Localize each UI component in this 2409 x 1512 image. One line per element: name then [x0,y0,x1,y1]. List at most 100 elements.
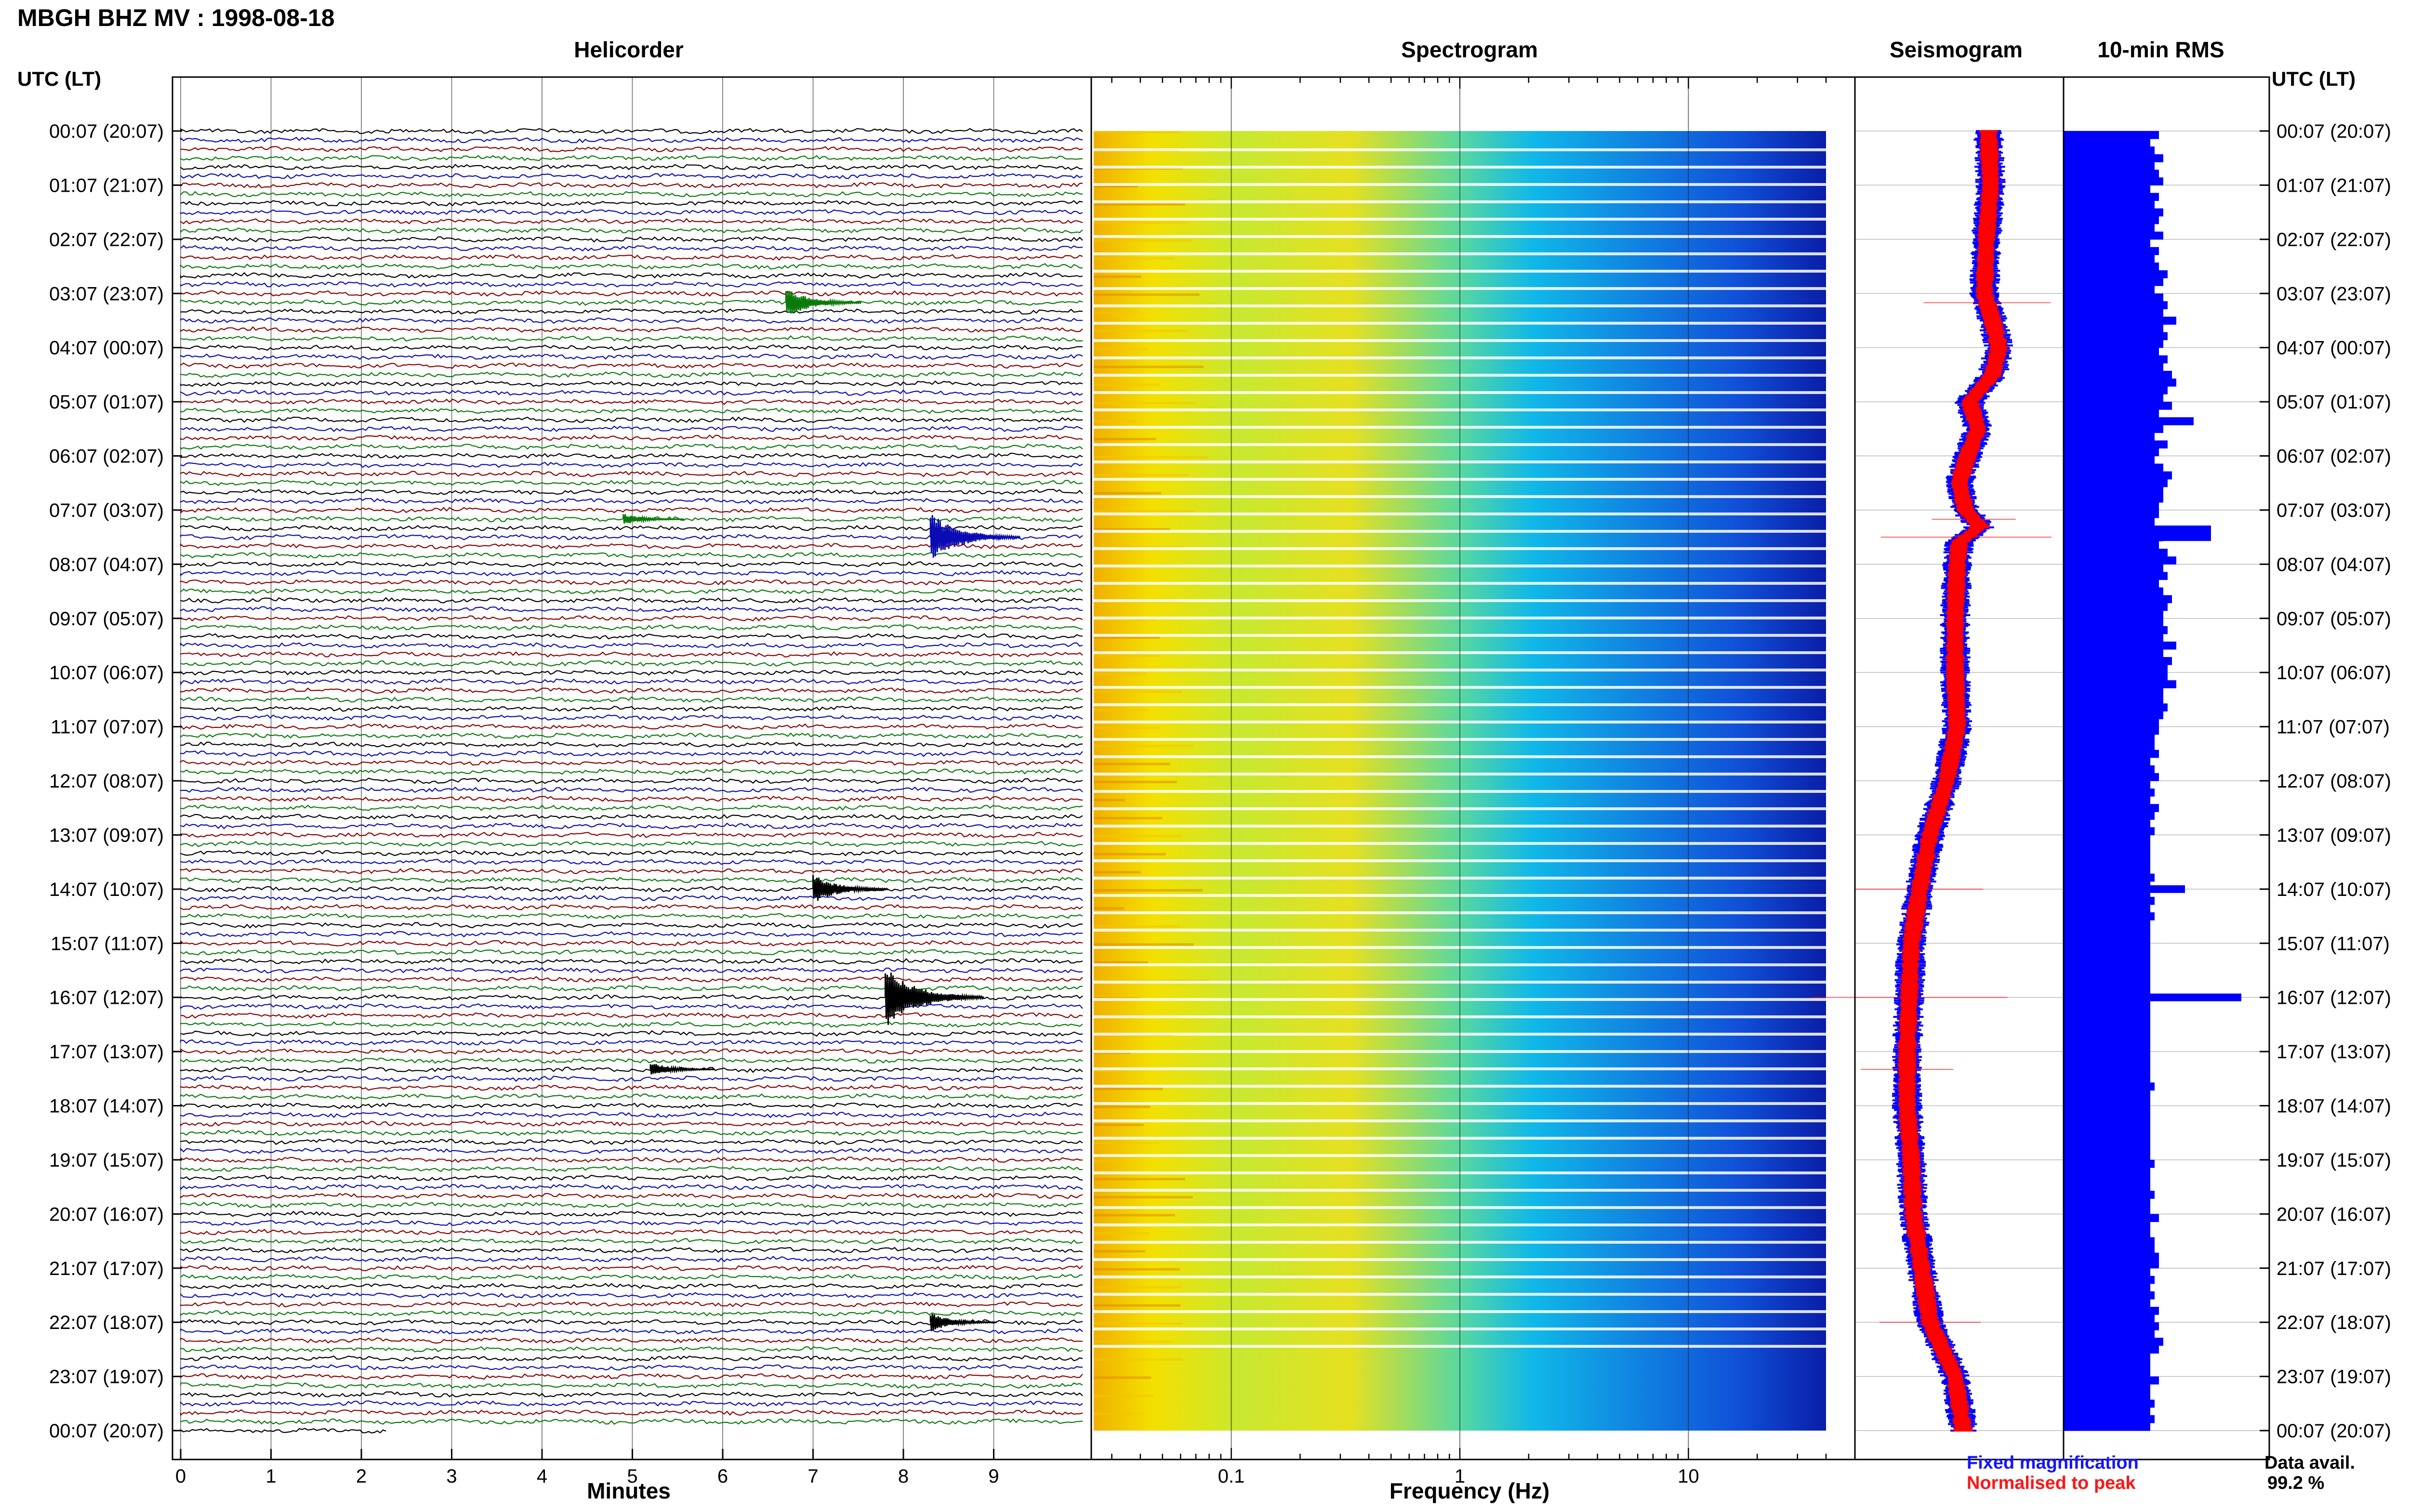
rms-bar [2064,688,2163,696]
rms-bar [2064,170,2159,178]
rms-bar [2064,1129,2150,1137]
helicorder-trace [180,570,1083,577]
helicorder-event [929,1314,997,1331]
rms-bar [2064,549,2168,557]
rms-bar [2064,433,2155,441]
data-availability-value: 99.2 % [2267,1473,2325,1493]
rms-bar [2064,479,2168,487]
rms-bar [2064,1353,2150,1362]
rms-bar [2064,1330,2155,1338]
rms-bar [2064,541,2159,549]
helicorder-trace [180,967,1083,974]
helicorder-trace [180,416,1083,423]
helicorder-trace [180,1274,1083,1280]
rms-bar [2064,486,2163,495]
spectrogram-low-freq-streak [1094,1196,1193,1198]
spectrogram-low-freq-streak [1094,402,1195,405]
rms-bar [2064,1361,2150,1369]
minute-tick-label: 6 [717,1466,728,1487]
helicorder-trace [180,471,1083,477]
rms-bar [2064,162,2155,170]
rms-bar [2064,603,2168,611]
spectrogram-low-freq-streak [1094,781,1177,783]
rms-bar [2064,502,2159,511]
helicorder-trace [180,1247,1083,1253]
rms-bar [2064,263,2159,271]
spectrogram-low-freq-streak [1094,636,1160,639]
helicorder-trace [180,425,1083,432]
helicorder-trace [180,1418,1083,1425]
rms-bar [2064,517,2155,526]
helicorder-trace [180,146,1083,153]
rms-bar [2064,1136,2150,1145]
helicorder-trace [180,723,1083,730]
spectrogram-low-freq-streak [1094,889,1203,892]
spectrogram-low-freq-streak [1094,853,1166,855]
time-label-right: 05:07 (01:07) [2277,392,2391,413]
rms-bar [2064,641,2176,650]
helicorder-trace [180,290,1083,297]
rms-bar [2064,208,2163,217]
helicorder-trace [180,209,1083,216]
rms-bar [2064,1098,2150,1106]
minute-tick-label: 2 [356,1466,367,1487]
time-label-left: 23:07 (19:07) [49,1367,164,1388]
minute-tick-label: 5 [627,1466,637,1487]
rms-bar [2064,951,2150,959]
rms-bar [2064,471,2172,480]
helicorder-trace [180,1292,1083,1299]
helicorder-trace [180,768,1083,775]
helicorder-trace [180,705,1083,712]
rms-bar [2064,177,2163,186]
minute-tick-label: 1 [265,1466,276,1487]
spectrogram-low-freq-streak [1094,745,1194,748]
spectrogram-low-freq-streak [1094,1286,1182,1289]
rms-bar [2064,146,2155,155]
helicorder-event [812,875,889,901]
spectrogram-low-freq-streak [1094,275,1141,278]
rms-bar [2064,1376,2159,1385]
spectrogram-low-freq-streak [1094,239,1193,242]
helicorder-trace [180,191,1083,197]
helicorder-trace [180,804,1083,812]
helicorder-trace [180,1264,1083,1272]
helicorder-trace [180,597,1083,604]
helicorder-trace [180,1103,1083,1109]
helicorder-trace [180,272,1083,279]
spectrogram-low-freq-streak [1094,618,1157,621]
time-label-right: 23:07 (19:07) [2277,1367,2391,1388]
rms-event-bar [2064,993,2241,1001]
spectrogram-low-freq-streak [1094,654,1161,657]
helicorder-trace [180,218,1083,224]
spectrogram-low-freq-streak [1094,907,1125,910]
rms-bar [2064,982,2150,990]
rms-bar [2064,425,2163,433]
helicorder-trace [180,1229,1083,1236]
rms-bar [2064,1299,2150,1307]
helicorder-trace [180,452,1083,460]
rms-bar [2064,239,2150,248]
minute-tick-label: 8 [898,1466,909,1487]
helicorder-trace [180,949,1083,956]
spectrogram-low-freq-streak [1094,221,1188,224]
rms-bar [2064,1229,2150,1238]
helicorder-trace [180,651,1083,658]
minute-tick-label: 4 [537,1466,547,1487]
helicorder-trace [180,958,1083,965]
rms-bar [2064,896,2155,905]
time-label-right: 07:07 (03:07) [2277,500,2391,521]
rms-bar [2064,904,2150,913]
helicorder-trace [180,894,1083,902]
helicorder-trace [180,1337,1083,1344]
rms-bar [2064,1059,2150,1067]
helicorder-trace [180,976,1083,983]
rms-bar [2064,850,2150,859]
rms-bar [2064,355,2168,364]
rms-bar [2064,386,2168,394]
rms-bar [2064,572,2168,580]
helicorder-trace [180,931,1083,938]
time-label-right: 10:07 (06:07) [2277,662,2391,684]
spectrogram-low-freq-streak [1094,1105,1151,1108]
helicorder-trace [180,877,1083,883]
helicorder-trace [180,1120,1083,1127]
